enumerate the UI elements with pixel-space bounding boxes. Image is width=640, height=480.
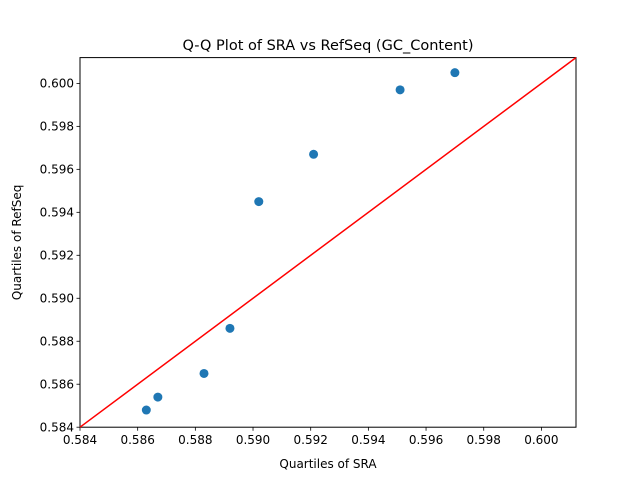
y-tick-label: 0.588	[40, 335, 74, 349]
y-axis-ticks: 0.584 0.586 0.588 0.590 0.592 0.594 0.596 0.598…	[40, 77, 80, 435]
x-tick-label: 0.594	[351, 433, 385, 447]
data-point-7	[395, 85, 405, 95]
y-tick-label: 0.596	[40, 163, 74, 177]
y-tick-label: 0.594	[40, 206, 74, 220]
x-tick-label: 0.588	[178, 433, 212, 447]
y-tick-label: 0.592	[40, 249, 74, 263]
data-point-3	[199, 368, 209, 378]
y-tick-label: 0.586	[40, 378, 74, 392]
data-point-2	[153, 392, 163, 402]
x-tick-label: 0.600	[524, 433, 558, 447]
reference-line-layer	[79, 56, 577, 428]
data-point-8	[450, 68, 460, 78]
y-axis-title: Quartiles of RefSeq	[10, 185, 24, 301]
x-tick-label: 0.586	[120, 433, 154, 447]
data-point-6	[309, 149, 319, 159]
data-point-5	[254, 197, 264, 207]
y-tick-label: 0.600	[40, 77, 74, 91]
x-tick-label: 0.584	[63, 433, 97, 447]
data-points	[141, 68, 460, 415]
x-tick-label: 0.592	[294, 433, 328, 447]
x-axis-title: Quartiles of SRA	[279, 457, 377, 471]
x-tick-label: 0.598	[467, 433, 501, 447]
y-tick-label: 0.590	[40, 292, 74, 306]
plot-area-frame	[79, 57, 577, 428]
x-tick-label: 0.590	[236, 433, 270, 447]
reference-line	[79, 56, 577, 428]
y-tick-label: 0.584	[40, 421, 74, 435]
x-tick-label: 0.596	[409, 433, 443, 447]
data-point-4	[225, 323, 235, 333]
x-axis-ticks: 0.584 0.586 0.588 0.590 0.592 0.594 0.596 0.598…	[63, 427, 559, 447]
data-point-1	[141, 405, 151, 415]
chart-title: Q-Q Plot of SRA vs RefSeq (GC_Content)	[182, 38, 473, 54]
y-tick-label: 0.598	[40, 120, 74, 134]
